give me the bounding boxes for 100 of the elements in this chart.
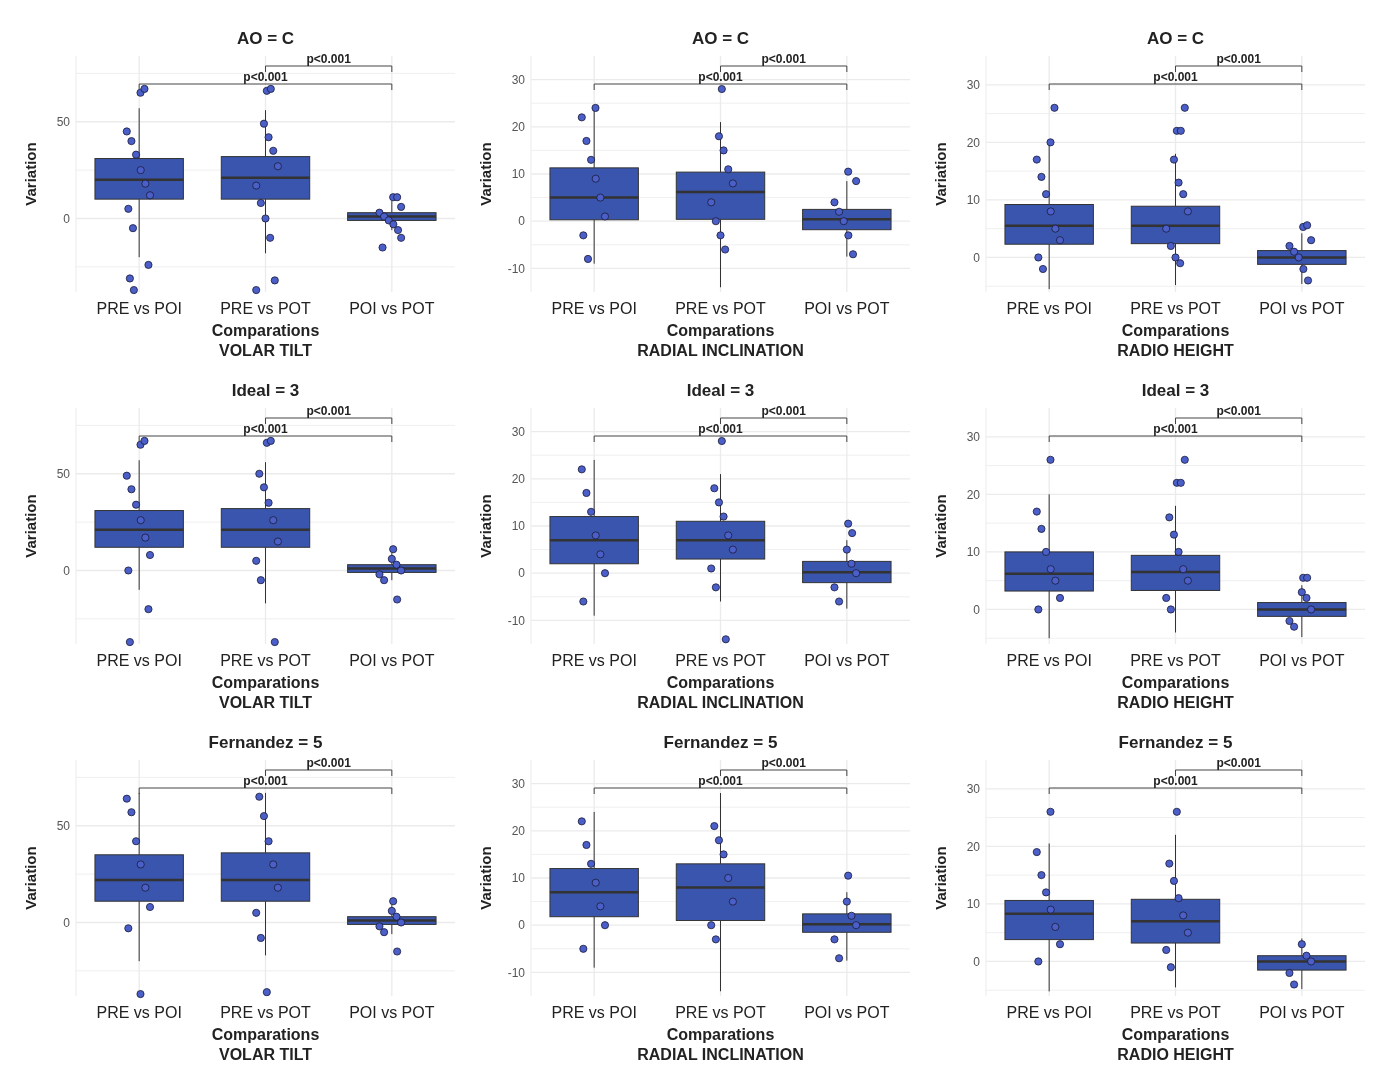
annotation: p<0.001 [1216, 52, 1262, 66]
annotation: p<0.001 [698, 422, 744, 436]
y-tick-label: 0 [518, 918, 526, 933]
x-axis-title: Comparations [211, 1026, 320, 1043]
y-tick-label: -10 [507, 261, 526, 276]
annotation: p<0.001 [1153, 422, 1199, 436]
x-axis-title: Comparations [1121, 1026, 1230, 1043]
y-tick-label: 0 [518, 566, 526, 581]
x-axis-title: Comparations [211, 322, 320, 339]
annotation: p<0.001 [761, 756, 807, 770]
x-tick-label: PRE vs POT [675, 652, 767, 669]
x-tick-label: PRE vs POI [551, 652, 637, 669]
annotation: p<0.001 [1216, 404, 1262, 418]
y-tick-label: 50 [56, 466, 71, 481]
text: RADIAL INCLINATION [637, 342, 804, 359]
chart-title: Fernandez = 5 [1118, 733, 1233, 752]
y-tick-label: 30 [511, 72, 526, 87]
annotation: p<0.001 [1153, 70, 1199, 84]
x-tick-label: POI vs POT [1259, 300, 1345, 317]
x-tick-label: PRE vs POI [1006, 652, 1092, 669]
y-axis-title: Variation [932, 846, 949, 910]
text: RADIAL INCLINATION [637, 1046, 804, 1063]
text: RADIAL INCLINATION [637, 694, 804, 711]
y-tick-label: 30 [511, 424, 526, 439]
chart-title: Ideal = 3 [1141, 381, 1210, 400]
y-tick-label: 20 [966, 487, 981, 502]
y-tick-label: 30 [966, 429, 981, 444]
y-tick-label: 20 [966, 135, 981, 150]
text: VOLAR TILT [218, 1046, 313, 1063]
annotation: p<0.001 [698, 774, 744, 788]
chart-title: Ideal = 3 [231, 381, 300, 400]
x-tick-label: POI vs POT [349, 1004, 435, 1021]
text: RADIO HEIGHT [1117, 342, 1234, 359]
x-tick-label: PRE vs POT [675, 300, 767, 317]
x-tick-label: PRE vs POI [1006, 1004, 1092, 1021]
annotation: p<0.001 [1216, 756, 1262, 770]
y-tick-label: 30 [966, 77, 981, 92]
y-tick-label: 10 [966, 193, 981, 208]
x-tick-label: PRE vs POI [551, 300, 637, 317]
y-axis-title: Variation [22, 846, 39, 910]
x-tick-label: POI vs POT [804, 300, 890, 317]
y-tick-label: 10 [511, 871, 526, 886]
y-tick-label: 10 [966, 897, 981, 912]
x-tick-label: PRE vs POT [220, 652, 312, 669]
chart-title: Fernandez = 5 [208, 733, 323, 752]
y-axis-title: Variation [22, 142, 39, 206]
x-tick-label: PRE vs POT [1130, 1004, 1222, 1021]
y-axis-title: Variation [477, 142, 494, 206]
annotation: p<0.001 [306, 756, 352, 770]
x-tick-label: PRE vs POT [1130, 652, 1222, 669]
y-axis-title: Variation [932, 494, 949, 558]
y-tick-label: 50 [56, 818, 71, 833]
x-tick-label: POI vs POT [804, 1004, 890, 1021]
annotation: p<0.001 [306, 52, 352, 66]
x-axis-title: Comparations [666, 674, 775, 691]
y-tick-label: -10 [507, 965, 526, 980]
annotation: p<0.001 [761, 52, 807, 66]
y-tick-label: 0 [63, 563, 71, 578]
y-tick-label: 0 [973, 250, 981, 265]
chart-title: AO = C [1146, 29, 1205, 48]
y-tick-label: 0 [973, 602, 981, 617]
annotation: p<0.001 [761, 404, 807, 418]
annotation: p<0.001 [243, 774, 289, 788]
x-axis-title: Comparations [666, 1026, 775, 1043]
annotation: p<0.001 [243, 70, 289, 84]
y-tick-label: 20 [966, 839, 981, 854]
y-tick-label: 0 [63, 915, 71, 930]
y-tick-label: 50 [56, 114, 71, 129]
x-tick-label: PRE vs POI [96, 652, 182, 669]
x-tick-label: POI vs POT [1259, 1004, 1345, 1021]
y-tick-label: 0 [63, 211, 71, 226]
y-tick-label: 30 [511, 776, 526, 791]
x-tick-label: POI vs POT [804, 652, 890, 669]
annotation: p<0.001 [243, 422, 289, 436]
x-tick-label: PRE vs POI [96, 1004, 182, 1021]
y-tick-label: 30 [966, 781, 981, 796]
x-tick-label: PRE vs POI [551, 1004, 637, 1021]
annotation: p<0.001 [1153, 774, 1199, 788]
y-tick-label: 10 [966, 545, 981, 560]
y-tick-label: 20 [511, 472, 526, 486]
x-axis-title: Comparations [1121, 322, 1230, 339]
chart-title: Ideal = 3 [686, 381, 755, 400]
y-tick-label: -10 [507, 613, 526, 628]
chart-title: AO = C [236, 29, 295, 48]
x-tick-label: PRE vs POT [675, 1004, 767, 1021]
text: VOLAR TILT [218, 342, 313, 359]
x-tick-label: POI vs POT [349, 652, 435, 669]
text: RADIO HEIGHT [1117, 694, 1234, 711]
x-tick-label: PRE vs POI [1006, 300, 1092, 317]
text: VOLAR TILT [218, 694, 313, 711]
x-tick-label: POI vs POT [1259, 652, 1345, 669]
x-tick-label: PRE vs POT [220, 1004, 312, 1021]
x-tick-label: PRE vs POT [220, 300, 312, 317]
y-axis-title: Variation [477, 846, 494, 910]
x-tick-label: PRE vs POT [1130, 300, 1222, 317]
x-tick-label: POI vs POT [349, 300, 435, 317]
y-axis-title: Variation [22, 494, 39, 558]
y-tick-label: 10 [511, 519, 526, 534]
text: RADIO HEIGHT [1117, 1046, 1234, 1063]
chart-title: Fernandez = 5 [663, 733, 778, 752]
